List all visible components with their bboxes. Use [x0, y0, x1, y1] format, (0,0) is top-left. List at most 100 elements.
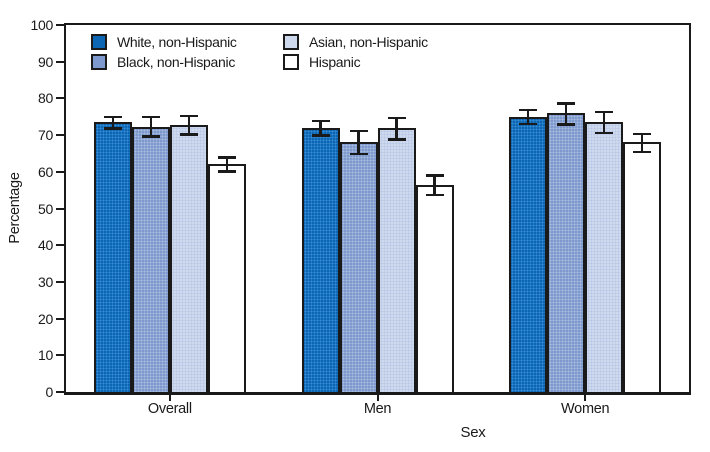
- error-bar-women-black-non-hispanic: [557, 102, 576, 126]
- bar-men-asian-non-hispanic: [377, 127, 416, 392]
- bar-women-hispanic: [623, 142, 662, 392]
- y-tick: [56, 391, 64, 393]
- legend-item-white-non-hispanic: White, non-Hispanic: [91, 32, 283, 52]
- error-bar-line: [187, 114, 191, 136]
- x-axis-label-women: Women: [561, 401, 610, 417]
- error-bar-overall-white-non-hispanic: [103, 115, 122, 130]
- y-tick-label: 0: [45, 384, 54, 400]
- error-bar-cap-bottom: [425, 193, 444, 197]
- error-bar-cap-top: [349, 129, 368, 133]
- error-bar-cap-bottom: [557, 123, 576, 126]
- y-tick: [56, 280, 64, 283]
- error-bar-men-black-non-hispanic: [349, 129, 368, 156]
- error-bar-line: [319, 119, 322, 137]
- x-tick: [168, 394, 171, 401]
- error-bar-women-white-non-hispanic: [519, 108, 538, 126]
- x-axis-title: Sex: [460, 424, 486, 441]
- error-bar-overall-asian-non-hispanic: [179, 114, 198, 136]
- bar-women-white-non-hispanic: [509, 116, 548, 392]
- y-tick-label: 20: [38, 310, 53, 327]
- legend: White, non-Hispanic Black, non-Hispanic As…: [91, 32, 428, 72]
- y-tick: [56, 60, 64, 63]
- legend-label: Asian, non-Hispanic: [309, 34, 428, 50]
- x-axis-label-men: Men: [363, 401, 392, 417]
- error-bar-cap-bottom: [595, 131, 614, 135]
- error-bar-cap-top: [103, 115, 122, 119]
- legend-swatch-white-non-hispanic: [91, 34, 107, 50]
- error-bar-women-hispanic: [633, 132, 652, 154]
- error-bar-line: [564, 102, 568, 126]
- error-bar-line: [149, 115, 153, 138]
- x-tick: [584, 394, 587, 401]
- error-bar-cap-bottom: [141, 135, 160, 138]
- legend-label: Hispanic: [309, 54, 361, 70]
- legend-item-asian-non-hispanic: Asian, non-Hispanic: [283, 32, 428, 52]
- bar-overall-asian-non-hispanic: [169, 124, 208, 392]
- error-bar-men-white-non-hispanic: [311, 119, 330, 137]
- error-bar-line: [357, 129, 360, 156]
- error-bar-cap-bottom: [519, 122, 538, 126]
- x-tick: [376, 394, 379, 401]
- error-bar-line: [111, 115, 115, 130]
- error-bar-line: [433, 174, 436, 197]
- legend-item-black-non-hispanic: Black, non-Hispanic: [91, 52, 283, 72]
- error-bar-cap-bottom: [311, 134, 330, 137]
- error-bar-cap-top: [311, 119, 330, 123]
- y-tick-label: 80: [38, 90, 53, 107]
- error-bar-cap-bottom: [179, 133, 198, 136]
- bar-men-hispanic: [415, 184, 454, 392]
- error-bar-cap-top: [217, 156, 236, 159]
- y-tick: [56, 207, 64, 210]
- y-tick-label: 10: [38, 347, 53, 364]
- y-tick-label: 50: [38, 200, 53, 217]
- y-tick-label: 60: [38, 163, 53, 180]
- y-tick: [56, 24, 64, 26]
- error-bar-line: [602, 110, 606, 135]
- y-tick: [56, 97, 64, 100]
- error-bar-cap-bottom: [349, 152, 368, 156]
- y-tick: [56, 354, 64, 357]
- error-bar-cap-top: [387, 116, 406, 120]
- error-bar-cap-top: [519, 108, 538, 112]
- bar-men-white-non-hispanic: [301, 127, 340, 392]
- legend-swatch-asian-non-hispanic: [283, 34, 299, 50]
- x-axis-label-overall: Overall: [147, 401, 192, 417]
- error-bar-cap-top: [179, 114, 198, 118]
- y-tick: [56, 134, 64, 137]
- error-bar-cap-bottom: [633, 150, 652, 154]
- bar-overall-white-non-hispanic: [93, 122, 132, 392]
- y-tick-label: 70: [38, 127, 53, 144]
- error-bar-women-asian-non-hispanic: [595, 110, 614, 135]
- bar-overall-black-non-hispanic: [131, 127, 170, 392]
- y-tick: [56, 170, 64, 173]
- y-tick-label: 30: [38, 273, 53, 290]
- error-bar-overall-hispanic: [217, 156, 236, 173]
- y-axis-title: Percentage: [7, 172, 23, 244]
- error-bar-men-asian-non-hispanic: [387, 116, 406, 141]
- plot-area: White, non-Hispanic Black, non-Hispanic As…: [64, 23, 691, 395]
- bar-women-black-non-hispanic: [547, 113, 586, 392]
- y-tick-label: 90: [38, 53, 53, 70]
- error-bar-cap-top: [425, 174, 444, 177]
- legend-swatch-black-non-hispanic: [91, 54, 107, 70]
- y-tick-label: 100: [30, 17, 54, 33]
- error-bar-overall-black-non-hispanic: [141, 115, 160, 138]
- bar-women-asian-non-hispanic: [585, 122, 624, 392]
- error-bar-cap-top: [141, 115, 160, 119]
- legend-item-hispanic: Hispanic: [283, 52, 428, 72]
- error-bar-line: [225, 156, 229, 173]
- legend-swatch-hispanic: [283, 54, 299, 70]
- error-bar-cap-bottom: [103, 127, 122, 130]
- error-bar-cap-top: [633, 132, 652, 136]
- error-bar-cap-bottom: [217, 170, 236, 173]
- error-bar-cap-bottom: [387, 138, 406, 141]
- bar-men-black-non-hispanic: [339, 141, 378, 392]
- y-tick-label: 40: [38, 237, 53, 254]
- legend-label: White, non-Hispanic: [117, 34, 237, 50]
- error-bar-line: [395, 116, 398, 141]
- y-tick: [56, 244, 64, 247]
- error-bar-line: [640, 132, 644, 154]
- error-bar-men-hispanic: [425, 174, 444, 197]
- error-bar-line: [526, 108, 530, 126]
